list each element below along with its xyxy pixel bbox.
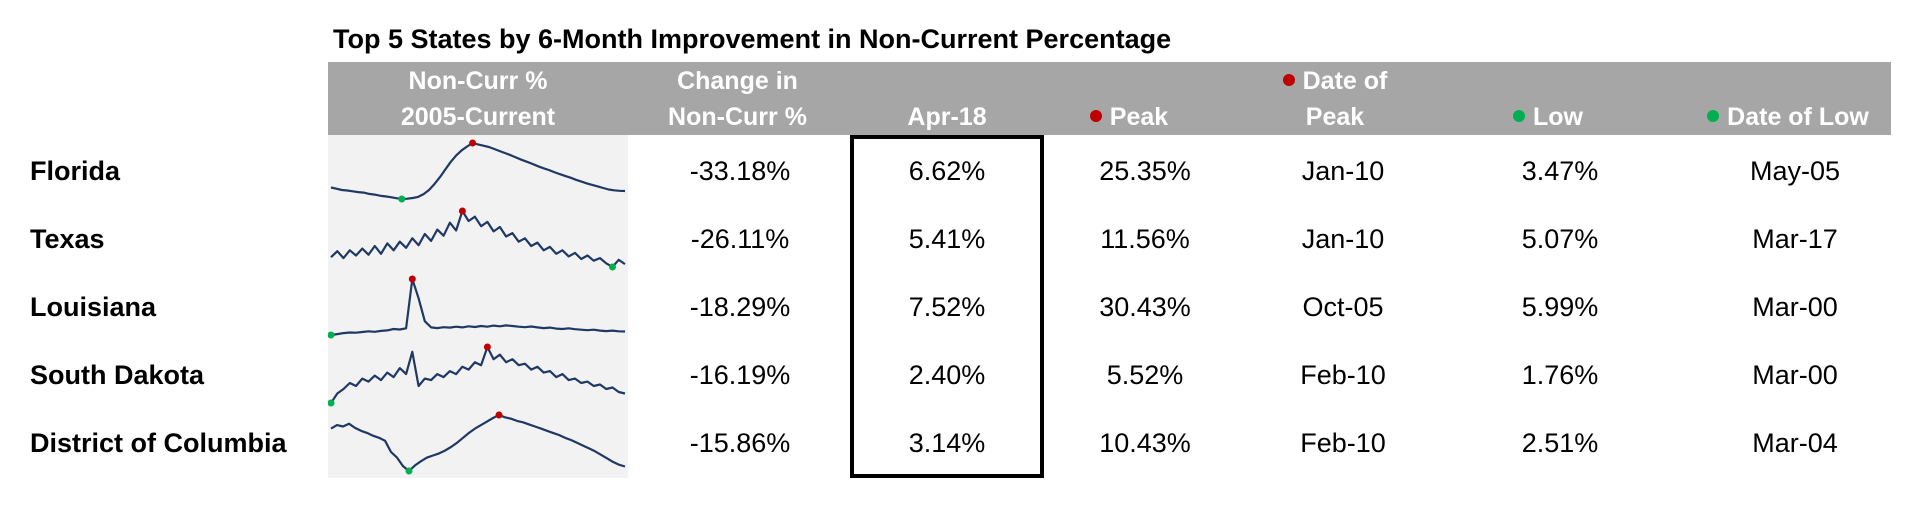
table-row: District of Columbia -15.86% 3.14% 10.43… xyxy=(0,409,1920,477)
date-low-value: Mar-17 xyxy=(1752,224,1838,254)
peak-value: 25.35% xyxy=(1099,156,1191,186)
sparkline-path xyxy=(330,413,626,473)
peak-point xyxy=(458,207,466,215)
peak-marker-icon xyxy=(1282,74,1295,87)
header-low-label: Low xyxy=(1533,103,1583,131)
current-column-highlight xyxy=(850,135,1044,478)
header-peak: Peak xyxy=(1034,62,1224,135)
low-marker-icon xyxy=(1513,110,1525,123)
table-row: Texas -26.11% 5.41% 11.56% Jan-10 5.07% … xyxy=(0,205,1920,273)
state-name: Florida xyxy=(30,156,121,186)
sparkline xyxy=(328,343,626,407)
header-sparkline-line1: Non-Curr % xyxy=(408,67,548,95)
date-peak-value: Jan-10 xyxy=(1301,224,1385,254)
low-marker-icon xyxy=(1707,110,1720,123)
sparkline xyxy=(330,411,626,475)
table-row: Florida -33.18% 6.62% 25.35% Jan-10 3.47… xyxy=(0,137,1920,205)
sparkline-path xyxy=(330,277,626,337)
current-value: 2.40% xyxy=(908,360,986,390)
peak-value: 30.43% xyxy=(1099,292,1191,322)
current-value: 3.14% xyxy=(908,428,986,458)
sparkline-column-background xyxy=(328,135,628,478)
sparkline xyxy=(328,275,626,339)
date-peak-value: Feb-10 xyxy=(1300,428,1386,458)
sparkline-path xyxy=(330,345,626,404)
change-value: -33.18% xyxy=(689,156,791,186)
change-value: -16.19% xyxy=(689,360,791,390)
peak-point xyxy=(483,343,491,351)
peak-value: 10.43% xyxy=(1099,428,1191,458)
state-name: Texas xyxy=(30,224,105,254)
low-value: 3.47% xyxy=(1521,156,1599,186)
low-point xyxy=(609,263,616,271)
current-value: 6.62% xyxy=(908,156,986,186)
date-low-value: May-05 xyxy=(1749,156,1841,186)
sparkline xyxy=(330,207,626,271)
header-sparkline-line2: 2005-Current xyxy=(400,103,556,131)
date-peak-value: Jan-10 xyxy=(1301,156,1385,186)
header-change: Change in Non-Curr % xyxy=(660,62,815,135)
peak-value: 5.52% xyxy=(1106,360,1184,390)
current-value: 5.41% xyxy=(908,224,986,254)
header-change-line2: Non-Curr % xyxy=(668,103,807,131)
chart-title: Top 5 States by 6-Month Improvement in N… xyxy=(333,24,1172,54)
header-current-label: Apr-18 xyxy=(907,103,987,131)
date-peak-value: Oct-05 xyxy=(1302,292,1384,322)
header-date-low: Date of Low xyxy=(1688,62,1888,135)
peak-marker-icon xyxy=(1089,110,1102,123)
header-date-low-label: Date of Low xyxy=(1727,103,1869,131)
header-date-peak: Date of Peak xyxy=(1240,62,1430,135)
sparkline-path xyxy=(330,209,626,269)
date-peak-value: Feb-10 xyxy=(1300,360,1386,390)
header-sparkline: Non-Curr % 2005-Current xyxy=(328,62,628,135)
peak-point xyxy=(469,139,477,147)
header-peak-label: Peak xyxy=(1109,103,1169,131)
header-date-peak-line1: Date of xyxy=(1302,67,1388,95)
peak-point xyxy=(495,411,503,419)
current-value: 7.52% xyxy=(908,292,986,322)
peak-point xyxy=(408,275,416,283)
date-low-value: Mar-04 xyxy=(1752,428,1838,458)
sparkline-path xyxy=(330,141,626,201)
date-low-value: Mar-00 xyxy=(1752,292,1838,322)
table-row: South Dakota -16.19% 2.40% 5.52% Feb-10 … xyxy=(0,341,1920,409)
header-change-line1: Change in xyxy=(677,67,798,95)
sparkline xyxy=(330,139,626,203)
state-name: South Dakota xyxy=(30,360,205,390)
peak-value: 11.56% xyxy=(1100,224,1190,254)
table-row: Louisiana -18.29% 7.52% 30.43% Oct-05 5.… xyxy=(0,273,1920,341)
state-name: Louisiana xyxy=(30,292,157,322)
low-point xyxy=(398,195,406,203)
low-point xyxy=(328,399,335,407)
table-header: Non-Curr % 2005-Current Change in Non-Cu… xyxy=(328,62,1891,135)
date-low-value: Mar-00 xyxy=(1752,360,1838,390)
low-value: 1.76% xyxy=(1521,360,1599,390)
low-value: 5.99% xyxy=(1521,292,1599,322)
header-current: Apr-18 xyxy=(850,62,1044,135)
low-value: 2.51% xyxy=(1521,428,1599,458)
low-point xyxy=(328,331,335,339)
change-value: -15.86% xyxy=(689,428,791,458)
header-date-peak-line2: Peak xyxy=(1305,103,1365,131)
low-point xyxy=(405,467,413,475)
change-value: -18.29% xyxy=(689,292,791,322)
change-value: -26.11% xyxy=(690,224,790,254)
header-low: Low xyxy=(1458,62,1638,135)
low-value: 5.07% xyxy=(1521,224,1599,254)
state-name: District of Columbia xyxy=(30,428,287,458)
